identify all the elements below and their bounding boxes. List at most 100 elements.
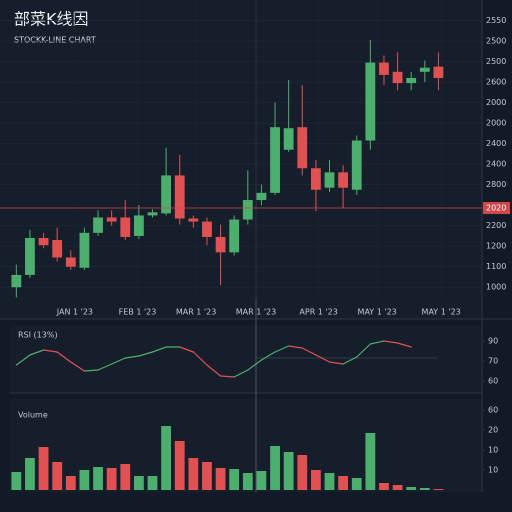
rsi-segment (301, 347, 317, 356)
y-tick-label: 2800 (486, 180, 506, 189)
candle-body (338, 172, 349, 188)
y-tick-label: 1200 (486, 242, 506, 251)
candle-body (433, 66, 444, 78)
y-tick-label: 10 (488, 466, 498, 475)
rsi-segment (206, 364, 222, 377)
rsi-segment (383, 340, 399, 344)
candle-body (79, 232, 90, 268)
rsi-segment (138, 351, 154, 357)
rsi-segment (29, 349, 45, 356)
volume-bar (242, 473, 253, 490)
rsi-segment (260, 351, 276, 361)
x-tick-label: APR 1 '23 (299, 308, 337, 317)
volume-bar (365, 433, 376, 490)
rsi-segment (56, 351, 72, 363)
x-tick-label: FEB 1 '23 (119, 308, 157, 317)
rsi-segment (97, 363, 113, 371)
rsi-segment (124, 355, 140, 359)
rsi-segment (356, 343, 371, 358)
candle-body (188, 218, 199, 222)
volume-bar (161, 426, 172, 490)
volume-bar (379, 483, 389, 490)
x-tick-label: MAY 1 '23 (358, 308, 397, 317)
y-tick-label: 2500 (486, 57, 506, 66)
volume-bar (270, 446, 280, 490)
y-tick-label: 2000 (486, 98, 506, 107)
y-tick-label: 1000 (486, 283, 506, 292)
y-tick-label: 10 (488, 446, 498, 455)
y-tick-label: 2400 (486, 160, 506, 169)
rsi-segment (369, 340, 385, 345)
volume-bar (133, 476, 144, 490)
volume-bar (283, 452, 294, 490)
candle-body (419, 67, 430, 72)
volume-bar (25, 458, 35, 490)
rsi-segment (192, 351, 208, 366)
candle-body (351, 140, 362, 190)
candle-body (242, 200, 253, 220)
volume-bar (215, 468, 226, 490)
x-tick-label: MAY 1 '23 (422, 308, 461, 317)
rsi-segment (288, 345, 303, 349)
x-tick-label: MAR 1 '23 (236, 308, 277, 317)
candle-body (324, 172, 335, 188)
candle-body (106, 217, 117, 222)
y-tick-label: 60 (488, 377, 498, 386)
candle-body (25, 237, 35, 275)
volume-bar (93, 467, 103, 490)
rsi-panel (10, 325, 482, 393)
volume-bar (120, 464, 131, 490)
candle-body (283, 128, 294, 150)
y-tick-label: 20 (488, 426, 498, 435)
volume-bar (202, 462, 212, 490)
volume-bar (38, 447, 49, 490)
y-tick-label: 90 (488, 337, 498, 346)
rsi-segment (219, 375, 235, 378)
candle-body (147, 212, 158, 216)
chart-title: 部菜K线因 (14, 10, 89, 29)
candle-body (120, 217, 131, 237)
candle-body (379, 62, 389, 75)
rsi-segment (328, 361, 344, 365)
price-label-box (483, 202, 510, 215)
candle-body (297, 127, 308, 169)
rsi-segment (83, 369, 99, 372)
rsi-segment (179, 346, 194, 353)
y-tick-label: 2500 (486, 37, 506, 46)
volume-bar (11, 472, 22, 490)
volume-bar (433, 489, 444, 490)
y-tick-label: 2400 (486, 139, 506, 148)
price-label: 2020 (486, 204, 506, 213)
y-tick-label: 2550 (486, 16, 506, 25)
candle-body (310, 168, 321, 190)
candle-body (174, 175, 185, 219)
candle-body (133, 215, 144, 236)
rsi-segment (342, 356, 358, 365)
volume-bar (106, 468, 117, 490)
x-tick-label: JAN 1 '23 (56, 308, 93, 317)
candle-body (365, 62, 376, 141)
volume-bar (406, 487, 417, 490)
candle-body (38, 237, 49, 246)
candle-body (161, 175, 172, 214)
volume-bar (188, 458, 199, 490)
rsi-segment (247, 359, 263, 371)
volume-title: Volume (18, 411, 48, 420)
volume-bar (310, 470, 321, 490)
volume-bar (65, 476, 76, 490)
candle-body (93, 217, 103, 233)
rsi-segment (15, 354, 31, 366)
volume-bar (79, 470, 90, 490)
rsi-segment (42, 349, 58, 353)
y-tick-label: 2600 (486, 78, 506, 87)
candle-body (392, 71, 403, 84)
candle-body (11, 274, 22, 288)
candle-body (406, 77, 417, 84)
volume-bar (392, 485, 403, 490)
candle-body (270, 127, 280, 193)
y-tick-label: 70 (488, 357, 498, 366)
rsi-segment (315, 354, 331, 363)
price-panel (0, 0, 482, 319)
chart-subtitle: STOCKK-LINE CHART (14, 36, 96, 45)
rsi-segment (396, 342, 412, 348)
